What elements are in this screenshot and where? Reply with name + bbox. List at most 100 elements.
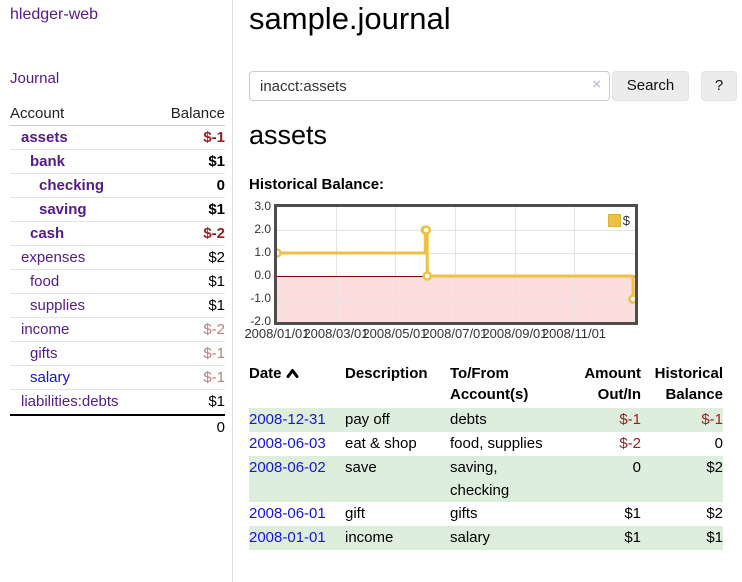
chevron-up-icon: [286, 364, 299, 385]
register-date-cell[interactable]: 2008-06-03: [249, 432, 345, 456]
clear-search-icon[interactable]: ×: [592, 76, 601, 93]
account-row: supplies $1: [10, 294, 225, 318]
register-amount-cell: 0: [632, 459, 641, 476]
register-amount-cell: $1: [624, 505, 641, 522]
search-box: ×: [249, 71, 610, 101]
register-table-body: 2008-12-31 pay off debts $-1 $-1 2008-06-03 ea…: [249, 408, 723, 550]
date-column-header: Date: [249, 363, 345, 405]
page-title: sample.journal: [249, 1, 451, 36]
x-tick-label: 2008/11/01: [541, 326, 607, 341]
account-row: liabilities:debts $1: [10, 390, 225, 414]
register-row: 2008-06-02 save saving, checking 0 $2: [249, 456, 723, 502]
y-tick-label: -1.0: [250, 291, 271, 305]
accounts-column-header: To/From Account(s): [450, 365, 529, 403]
register-balance-cell: 0: [714, 435, 723, 452]
sidebar-account-link[interactable]: income: [21, 321, 70, 338]
register-date-cell[interactable]: 2008-06-02: [249, 456, 345, 502]
register-description-cell: save: [345, 459, 377, 476]
register-description-cell: gift: [345, 505, 366, 522]
register-description-cell: pay off: [345, 411, 390, 428]
sidebar-account-link[interactable]: expenses: [21, 249, 86, 266]
account-balance: $1: [208, 201, 225, 218]
register-header-row: Date Description To/From Account(s) Amou…: [249, 363, 723, 405]
register-row: 2008-01-01 income salary $1 $1: [249, 526, 723, 550]
account-row: cash $-2: [10, 222, 225, 246]
sidebar-account-link[interactable]: saving: [39, 201, 87, 218]
app-brand-link[interactable]: hledger-web: [10, 6, 99, 23]
chart-title: Historical Balance:: [249, 176, 385, 193]
balance-line-series: [277, 225, 635, 304]
balance-column-header: Balance: [170, 105, 225, 122]
register-accounts-cell: food, supplies: [450, 435, 543, 452]
register-row: 2008-06-03 eat & shop food, supplies $-2 0: [249, 432, 723, 456]
transaction-date-link[interactable]: 2008-06-01: [249, 505, 326, 522]
sidebar-account-link[interactable]: salary: [30, 369, 71, 386]
account-balance: $1: [208, 393, 225, 410]
register-description-cell: eat & shop: [345, 435, 417, 452]
accounts-table-header: Account Balance: [10, 102, 225, 126]
register-date-cell[interactable]: 2008-06-01: [249, 502, 345, 526]
sidebar: hledger-web Journal Account Balance asse…: [0, 0, 233, 582]
accounts-total-value: 0: [216, 419, 225, 436]
y-tick-label: -2.0: [250, 314, 271, 328]
account-row: saving $1: [10, 198, 225, 222]
account-heading: assets: [249, 120, 328, 150]
account-balance: $1: [208, 297, 225, 314]
register-balance-cell: $-1: [701, 411, 723, 428]
register-date-cell[interactable]: 2008-12-31: [249, 408, 345, 432]
register-accounts-cell: gifts: [450, 505, 478, 522]
register-amount-cell: $1: [624, 529, 641, 546]
transaction-date-link[interactable]: 2008-06-02: [249, 459, 326, 476]
x-tick-label: 2008/09/01: [482, 326, 548, 341]
register-row: 2008-12-31 pay off debts $-1 $-1: [249, 408, 723, 432]
account-row: checking 0: [10, 174, 225, 198]
account-balance: $-2: [203, 321, 225, 338]
amount-column-header: Amount Out/In: [584, 365, 641, 403]
sidebar-account-link[interactable]: cash: [30, 225, 65, 242]
legend-label: $: [622, 213, 630, 228]
x-tick-label: 2008/01/01: [244, 326, 310, 341]
sidebar-account-link[interactable]: bank: [30, 153, 66, 170]
account-balance: $2: [208, 249, 225, 266]
y-tick-label: 2.0: [254, 222, 271, 236]
y-tick-label: 0.0: [254, 268, 271, 282]
register-description-cell: income: [345, 529, 394, 546]
account-row: gifts $-1: [10, 342, 225, 366]
account-balance: $-1: [203, 129, 225, 146]
register-accounts-cell: saving, checking: [450, 459, 510, 499]
register-table: Date Description To/From Account(s) Amou…: [249, 363, 723, 550]
help-button[interactable]: ?: [701, 71, 737, 101]
legend-swatch-icon: [607, 214, 621, 227]
sidebar-item-journal[interactable]: Journal: [10, 70, 60, 87]
register-amount-cell: $-2: [619, 435, 641, 452]
account-column-header: Account: [10, 105, 65, 122]
register-balance-cell: $2: [706, 505, 723, 522]
register-accounts-cell: salary: [450, 529, 491, 546]
account-balance: 0: [216, 177, 225, 194]
transaction-date-link[interactable]: 2008-12-31: [249, 411, 326, 428]
x-tick-label: 2008/07/01: [422, 326, 488, 341]
register-date-cell[interactable]: 2008-01-01: [249, 526, 345, 550]
chart-legend: $: [607, 213, 630, 228]
sidebar-account-link[interactable]: gifts: [30, 345, 58, 362]
accounts-total-row: 0: [10, 414, 225, 438]
chart-plot-area[interactable]: $: [274, 204, 638, 325]
account-balance: $-1: [203, 369, 225, 386]
sidebar-account-link[interactable]: checking: [39, 177, 105, 194]
search-input[interactable]: [249, 71, 610, 101]
account-row: salary $-1: [10, 366, 225, 390]
transaction-date-link[interactable]: 2008-06-03: [249, 435, 326, 452]
search-button[interactable]: Search: [612, 71, 689, 101]
x-tick-label: 2008/03/01: [303, 326, 369, 341]
account-row: income $-2: [10, 318, 225, 342]
sidebar-account-link[interactable]: supplies: [30, 297, 86, 314]
transaction-date-link[interactable]: 2008-01-01: [249, 529, 326, 546]
register-balance-cell: $2: [706, 459, 723, 476]
sidebar-account-link[interactable]: food: [30, 273, 60, 290]
account-row: food $1: [10, 270, 225, 294]
account-balance: $-1: [203, 345, 225, 362]
sidebar-account-link[interactable]: assets: [21, 129, 68, 146]
account-balance: $-2: [203, 225, 225, 242]
sidebar-account-link[interactable]: liabilities:debts: [21, 393, 119, 410]
accounts-table-body: assets $-1 bank $1 checking 0 saving $1 cash $-2 e…: [10, 126, 225, 414]
